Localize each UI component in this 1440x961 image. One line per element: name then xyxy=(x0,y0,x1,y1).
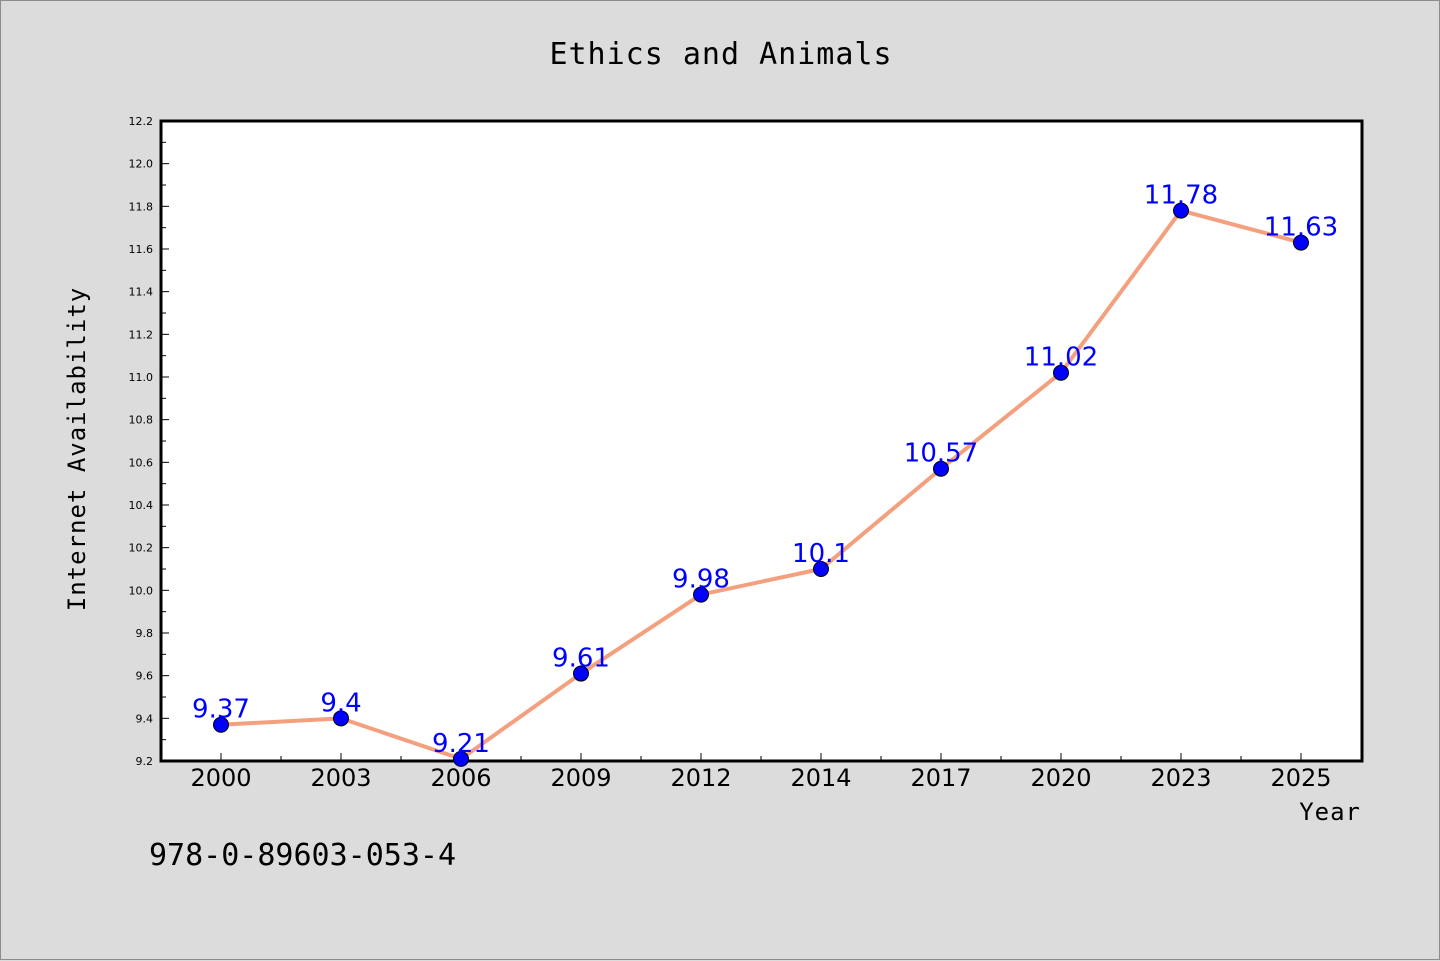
y-tick-label: 10.6 xyxy=(129,456,154,469)
data-label: 11.02 xyxy=(1024,343,1098,373)
data-point xyxy=(693,586,709,603)
chart-title: Ethics and Animals xyxy=(549,37,892,72)
x-tick-label: 2017 xyxy=(910,764,971,792)
y-tick-label: 9.8 xyxy=(136,627,154,640)
data-label: 9.21 xyxy=(432,729,490,759)
data-label-group: 9.37 9.4 9.21 9.61 9.98 10.1 10.57 11.02 11.78 11… xyxy=(192,181,1338,759)
y-tick-label: 9.4 xyxy=(136,712,154,725)
data-point xyxy=(213,716,229,733)
data-label: 9.61 xyxy=(552,644,610,674)
data-label: 9.4 xyxy=(320,688,361,718)
y-tick-label: 10.2 xyxy=(129,542,154,555)
x-tick-label: 2014 xyxy=(790,764,851,792)
data-label: 11.63 xyxy=(1264,213,1338,243)
y-tick-label: 11.6 xyxy=(129,243,154,256)
data-label: 10.57 xyxy=(904,439,978,469)
data-point xyxy=(453,750,469,767)
data-point xyxy=(1293,234,1309,251)
y-tick-label: 11.8 xyxy=(129,200,154,213)
y-tick-label: 10.8 xyxy=(129,414,154,427)
series-line-group xyxy=(213,202,1309,767)
y-tick-label: 10.4 xyxy=(129,499,154,512)
data-label: 9.37 xyxy=(192,695,250,725)
x-tick-label: 2023 xyxy=(1150,764,1211,792)
data-point xyxy=(933,460,949,477)
data-point xyxy=(813,561,829,577)
y-tick-label: 9.2 xyxy=(136,755,154,768)
data-label: 11.78 xyxy=(1144,181,1218,211)
y-tick-label: 11.4 xyxy=(129,286,154,299)
x-axis: 2000 2003 2006 2009 2012 2014 2017 2020 2023 2025 xyxy=(190,753,1332,792)
x-tick-label: 2009 xyxy=(550,764,611,792)
y-tick-label: 10.0 xyxy=(129,584,154,597)
y-tick-label: 9.6 xyxy=(136,670,154,683)
y-axis: 9.2 9.4 9.6 9.8 10.0 10.2 10.4 10.6 10.8 11.0 11.2… xyxy=(129,115,169,768)
x-tick-label: 2020 xyxy=(1030,764,1091,792)
y-axis-title: Internet Availability xyxy=(63,287,91,611)
series-line xyxy=(220,208,1302,761)
y-tick-label: 12.2 xyxy=(129,115,154,128)
y-tick-label: 11.2 xyxy=(129,328,154,341)
x-tick-label: 2012 xyxy=(670,764,731,792)
data-point xyxy=(1053,364,1069,381)
data-point xyxy=(333,710,349,727)
x-tick-label: 2003 xyxy=(310,764,371,792)
x-axis-title: Year xyxy=(1299,798,1361,826)
x-tick-label: 2000 xyxy=(190,764,251,792)
y-tick-label: 12.0 xyxy=(129,158,154,171)
x-tick-label: 2006 xyxy=(430,764,491,792)
isbn-text: 978-0-89603-053-4 xyxy=(149,838,456,873)
data-point xyxy=(1173,202,1189,219)
x-tick-label: 2025 xyxy=(1270,764,1331,792)
data-point xyxy=(573,665,589,682)
data-label: 9.98 xyxy=(672,565,730,595)
plot-area xyxy=(159,119,1364,763)
y-tick-label: 11.0 xyxy=(129,371,154,384)
data-label: 10.1 xyxy=(792,539,850,569)
